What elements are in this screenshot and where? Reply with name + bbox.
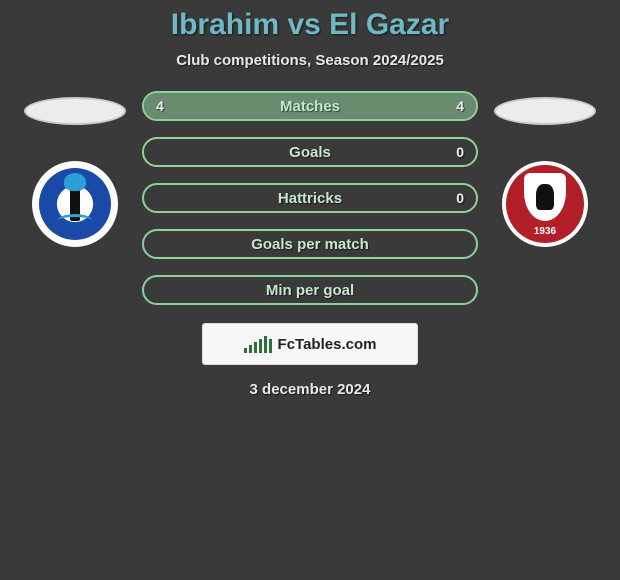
left-club-badge-inner (39, 168, 111, 240)
right-club-badge-inner: 1936 (506, 165, 584, 243)
stat-row: 4 4 Matches (142, 91, 478, 121)
stat-row: 0 Goals (142, 137, 478, 167)
stat-value-right: 4 (456, 98, 464, 114)
stat-value-right: 0 (456, 144, 464, 160)
right-club-badge[interactable]: 1936 (502, 161, 588, 247)
brand-text: FcTables.com (278, 336, 377, 353)
subtitle: Club competitions, Season 2024/2025 (0, 52, 620, 69)
stats-list: 4 4 Matches 0 Goals 0 Hattricks Goals per match… (130, 91, 490, 305)
stat-label: Min per goal (266, 282, 354, 299)
shield-icon (524, 173, 566, 221)
stat-label: Matches (280, 98, 340, 115)
stat-label: Goals (289, 144, 331, 161)
widget-root: Ibrahim vs El Gazar Club competitions, S… (0, 0, 620, 398)
date-line: 3 december 2024 (0, 381, 620, 398)
layout: 4 4 Matches 0 Goals 0 Hattricks Goals per match… (0, 91, 620, 305)
left-avatar-placeholder (24, 97, 126, 125)
stat-label: Hattricks (278, 190, 342, 207)
stat-row: Min per goal (142, 275, 478, 305)
page-title: Ibrahim vs El Gazar (0, 8, 620, 42)
left-player-column (20, 91, 130, 247)
figure-icon (536, 184, 554, 210)
stat-row: Goals per match (142, 229, 478, 259)
torch-icon (70, 187, 80, 221)
right-player-column: 1936 (490, 91, 600, 247)
club-year: 1936 (534, 226, 556, 237)
bars-icon (244, 335, 272, 353)
brand-badge[interactable]: FcTables.com (202, 323, 418, 365)
right-avatar-placeholder (494, 97, 596, 125)
stat-label: Goals per match (251, 236, 369, 253)
stat-value-right: 0 (456, 190, 464, 206)
stat-row: 0 Hattricks (142, 183, 478, 213)
stat-value-left: 4 (156, 98, 164, 114)
left-club-badge[interactable] (32, 161, 118, 247)
